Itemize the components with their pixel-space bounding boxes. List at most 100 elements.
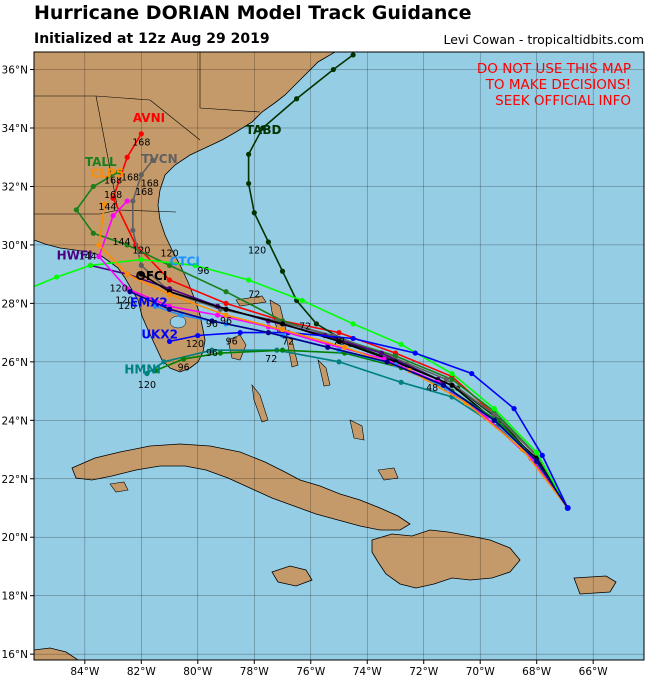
track-point	[260, 125, 266, 131]
track-gfsi	[129, 290, 569, 509]
forecast-hour-label: 144	[98, 202, 116, 213]
forecast-hour-label: 168	[104, 176, 122, 187]
track-point	[491, 406, 497, 412]
lon-tick-label: 66°W	[579, 666, 609, 678]
track-point	[237, 330, 243, 336]
track-point	[412, 350, 418, 356]
model-label-tall: TALL	[85, 155, 117, 169]
track-point	[246, 151, 252, 157]
track-point	[166, 306, 173, 312]
hispaniola	[371, 529, 521, 589]
track-point	[313, 321, 320, 327]
model-label-tabd: TABD	[246, 123, 282, 137]
forecast-hour-label: 120	[110, 284, 128, 295]
track-point	[124, 242, 130, 248]
track-point	[150, 157, 156, 163]
bahamas-cat	[317, 359, 331, 387]
track-point	[336, 338, 342, 344]
track-point	[152, 303, 159, 309]
track-point	[166, 338, 173, 344]
lake-okeechobee	[169, 315, 187, 329]
model-label-ofci: OFCI	[136, 269, 168, 283]
lon-tick-label: 70°W	[466, 666, 496, 678]
track-point	[181, 356, 187, 362]
model-label-emx2: EMX2	[130, 295, 168, 309]
storm-origin-point	[564, 505, 571, 511]
track-point	[110, 195, 116, 201]
track-point	[217, 350, 223, 356]
track-point	[443, 376, 449, 382]
lat-tick-label: 24°N	[2, 415, 28, 427]
track-point	[166, 292, 173, 298]
track-point	[491, 417, 497, 423]
forecast-hour-label: 168	[121, 173, 139, 184]
track-point	[138, 271, 144, 277]
forecast-hour-label: 96	[206, 319, 218, 330]
lat-tick-label: 28°N	[2, 298, 28, 310]
track-point	[449, 370, 455, 377]
track-point	[279, 327, 286, 333]
credit-text: Levi Cowan - tropicaltidbits.com	[443, 32, 644, 47]
warning-line-1: DO NOT USE THIS MAP	[477, 61, 631, 77]
track-point	[166, 262, 173, 268]
track-point	[449, 382, 455, 388]
puerto-rico	[573, 575, 617, 595]
track-tall	[75, 171, 569, 509]
track-point	[449, 376, 455, 382]
track-point	[246, 180, 252, 187]
track-point	[138, 131, 144, 137]
track-point	[294, 96, 300, 102]
forecast-hour-label: 96	[178, 363, 190, 374]
lon-tick-label: 84°W	[70, 666, 100, 678]
track-point	[265, 330, 271, 336]
lat-tick-label: 26°N	[2, 357, 28, 369]
forecast-hour-label: 144	[112, 237, 130, 248]
model-label-ctci: CTCI	[170, 254, 200, 268]
forecast-hour-label: 48	[426, 383, 438, 394]
warning-box: DO NOT USE THIS MAP TO MAKE DECISIONS! S…	[477, 61, 631, 109]
track-point	[223, 289, 229, 295]
track-point	[336, 359, 342, 365]
track-point	[102, 201, 108, 207]
forecast-hour-label: 96	[206, 348, 218, 359]
track-point	[90, 230, 96, 236]
track-point	[330, 66, 336, 73]
bahamas-grand	[235, 295, 267, 307]
track-point	[534, 458, 540, 464]
track-point	[246, 277, 252, 283]
forecast-hour-label: 72	[248, 290, 260, 301]
track-point	[469, 370, 475, 377]
forecast-hour-label: 120	[118, 301, 136, 312]
lon-tick-label: 78°W	[240, 666, 270, 678]
forecast-hour-label: 96	[226, 336, 238, 347]
forecast-hour-label: 120	[160, 249, 178, 260]
track-point	[192, 262, 198, 268]
forecast-hour-label: 96	[197, 266, 209, 277]
model-label-avni: AVNI	[133, 111, 165, 125]
track-point	[251, 210, 257, 216]
forecast-hour-label: 168	[132, 138, 150, 149]
latitude-axis: 36°N 34°N 32°N 30°N 28°N 26°N 24°N 22°N 20°N 18°N…	[2, 65, 34, 661]
track-hmni	[155, 349, 569, 509]
track-point	[223, 306, 229, 312]
track-point	[209, 347, 215, 353]
lon-tick-label: 80°W	[183, 666, 213, 678]
map-title: Hurricane DORIAN Model Track Guidance	[34, 2, 472, 24]
track-point	[440, 382, 447, 388]
track-point	[26, 286, 31, 291]
track-point	[214, 312, 221, 318]
forecast-hour-label: 144	[79, 252, 97, 263]
yucatan	[34, 647, 79, 660]
lon-tick-label: 74°W	[353, 666, 383, 678]
lat-tick-label: 30°N	[2, 240, 28, 252]
warning-line-3: SEEK OFFICIAL INFO	[495, 93, 631, 109]
track-point	[398, 379, 404, 385]
track-point	[138, 256, 144, 263]
forecast-hour-label: 168	[104, 190, 122, 201]
forecast-hour-label: 72	[333, 336, 345, 347]
track-point	[350, 335, 356, 342]
track-point	[336, 330, 342, 336]
track-point	[384, 359, 390, 365]
track-point	[178, 312, 184, 318]
